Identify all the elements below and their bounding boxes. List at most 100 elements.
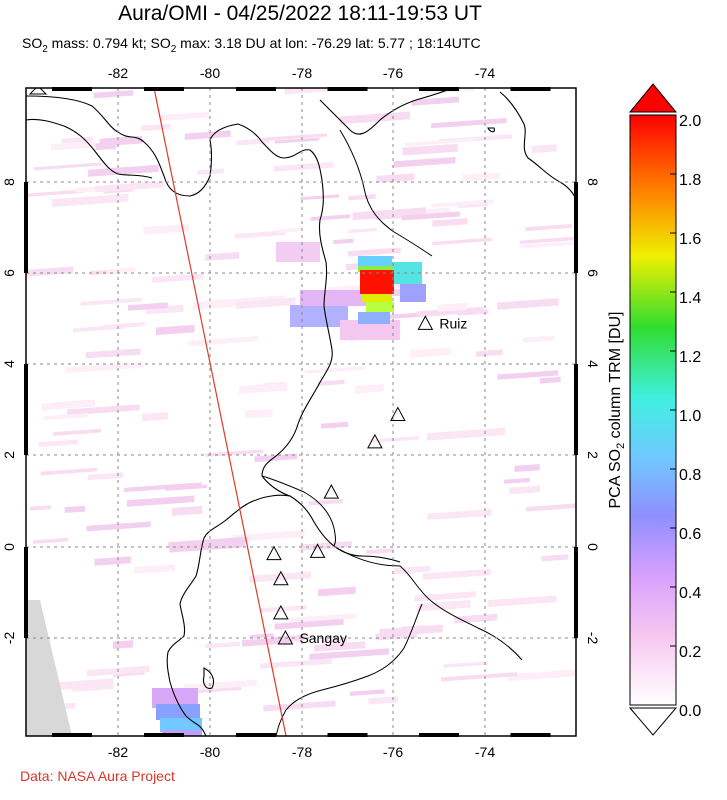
noise-stripe — [354, 383, 384, 394]
noise-stripe — [416, 600, 471, 612]
frame-ticks — [24, 87, 578, 737]
lat-tick-labels-left: 8 6 4 2 0 -2 — [1, 178, 17, 644]
noise-stripe — [284, 88, 332, 95]
noise-stripe — [183, 679, 257, 691]
noise-stripe — [263, 700, 336, 712]
noise-stripe — [539, 376, 561, 384]
noise-stripe — [457, 308, 489, 316]
noise-stripe — [476, 349, 503, 357]
colorbar-tick-label: 2.0 — [679, 113, 701, 130]
noise-stripe — [369, 436, 420, 443]
noise-stripe — [414, 591, 476, 602]
frame-check — [236, 87, 276, 91]
noise-stripe — [134, 564, 176, 574]
frame-check — [574, 364, 578, 455]
noise-stripe — [507, 669, 576, 681]
frame-check — [144, 733, 184, 737]
noise-stripe — [261, 133, 328, 142]
lat-tick-right: 2 — [585, 451, 601, 459]
noise-stripe — [497, 298, 559, 310]
noise-stripe — [365, 548, 394, 555]
noise-stripe — [526, 502, 576, 512]
noise-stripe — [112, 640, 134, 649]
subtitle-max: max: 3.18 DU at lon: -76.29 lat: 5.77 ; … — [176, 35, 481, 51]
noise-stripe — [462, 172, 501, 182]
noise-stripe — [519, 240, 576, 249]
frame-check — [574, 547, 578, 638]
noise-stripe — [169, 541, 246, 553]
noise-stripe — [497, 370, 559, 380]
volcano-triangle-icon — [277, 629, 294, 645]
lon-tick-top: -78 — [292, 65, 312, 81]
noise-stripe — [509, 485, 541, 495]
frame-check — [574, 182, 578, 273]
noise-stripe — [401, 211, 460, 221]
frame-check — [52, 733, 92, 737]
noise-stripe — [107, 267, 136, 274]
noise-stripe — [520, 235, 576, 245]
subtitle-sub-b: 2 — [170, 43, 177, 55]
noise-stripe — [320, 421, 349, 429]
noise-stripe — [314, 641, 366, 652]
noise-stripe — [488, 595, 557, 607]
lon-tick-top: -82 — [108, 65, 128, 81]
noise-stripe — [159, 111, 210, 121]
colorbar-title-sub: 2 — [615, 443, 627, 449]
noise-stripe — [127, 302, 168, 311]
lat-tick-right: 8 — [585, 178, 601, 186]
noise-stripe — [317, 379, 345, 386]
noise-stripe — [522, 335, 555, 343]
colorbar-tick-label: 0.0 — [679, 703, 701, 720]
frame-check — [419, 87, 459, 91]
noise-stripe — [432, 218, 468, 227]
noise-stripe — [317, 586, 356, 597]
noise-stripe — [26, 189, 84, 197]
offmap-volcano-icon — [28, 88, 48, 95]
frame-check — [144, 87, 184, 91]
data-credit: Data: NASA Aura Project — [20, 768, 175, 784]
noise-stripe — [431, 117, 507, 129]
lat-tick-left: 0 — [1, 543, 17, 551]
colorbar-tick-label: 1.0 — [679, 408, 701, 425]
colorbar-max-arrow — [628, 83, 678, 113]
subtitle-mass: mass: 0.794 kt; SO — [47, 35, 171, 51]
noise-stripe — [348, 227, 377, 234]
lat-tick-labels-right: 8 6 4 2 0 -2 — [585, 178, 601, 644]
colorbar-tick-label: 0.2 — [679, 644, 701, 661]
noise-stripe — [61, 136, 93, 144]
frame-check — [52, 87, 92, 91]
volcano-markers: Ruiz Sangay — [266, 315, 467, 646]
map-title: Aura/OMI - 04/25/2022 18:11-19:53 UT — [118, 2, 482, 25]
frame-check — [24, 182, 28, 273]
lon-tick-bottom: -74 — [475, 744, 495, 760]
noise-stripe — [95, 181, 165, 193]
noise-stripe — [232, 530, 305, 542]
noise-stripe — [376, 173, 415, 183]
noise-stripe — [333, 238, 354, 245]
noise-stripe — [235, 297, 296, 310]
noise-stripe — [531, 144, 557, 154]
noise-stripe — [236, 138, 270, 146]
volcano-triangle-icon — [273, 570, 289, 586]
noise-stripe — [52, 193, 129, 207]
frame-check — [327, 733, 368, 737]
volcano-label: Sangay — [299, 630, 346, 646]
colorbar: 2.0 1.8 1.6 1.4 1.2 1.0 0.8 0.6 0.4 0.2 … — [607, 83, 701, 736]
noise-stripe — [87, 472, 124, 481]
noise-stripe — [432, 237, 492, 246]
lon-tick-top: -74 — [475, 65, 495, 81]
noise-stripe — [309, 648, 389, 660]
noise-stripe — [254, 453, 298, 463]
noise-stripe — [80, 297, 142, 306]
noise-stripe — [213, 76, 268, 85]
noise-stripe — [339, 111, 410, 125]
noise-stripe — [88, 164, 159, 177]
colorbar-min-arrow — [628, 707, 678, 736]
noise-stripe — [85, 348, 141, 359]
coastline — [26, 88, 576, 736]
noise-stripe — [152, 273, 204, 283]
noise-stripe — [205, 641, 241, 649]
frame-check — [327, 87, 368, 91]
lat-tick-left: 8 — [1, 178, 17, 186]
noise-stripe — [368, 696, 398, 705]
